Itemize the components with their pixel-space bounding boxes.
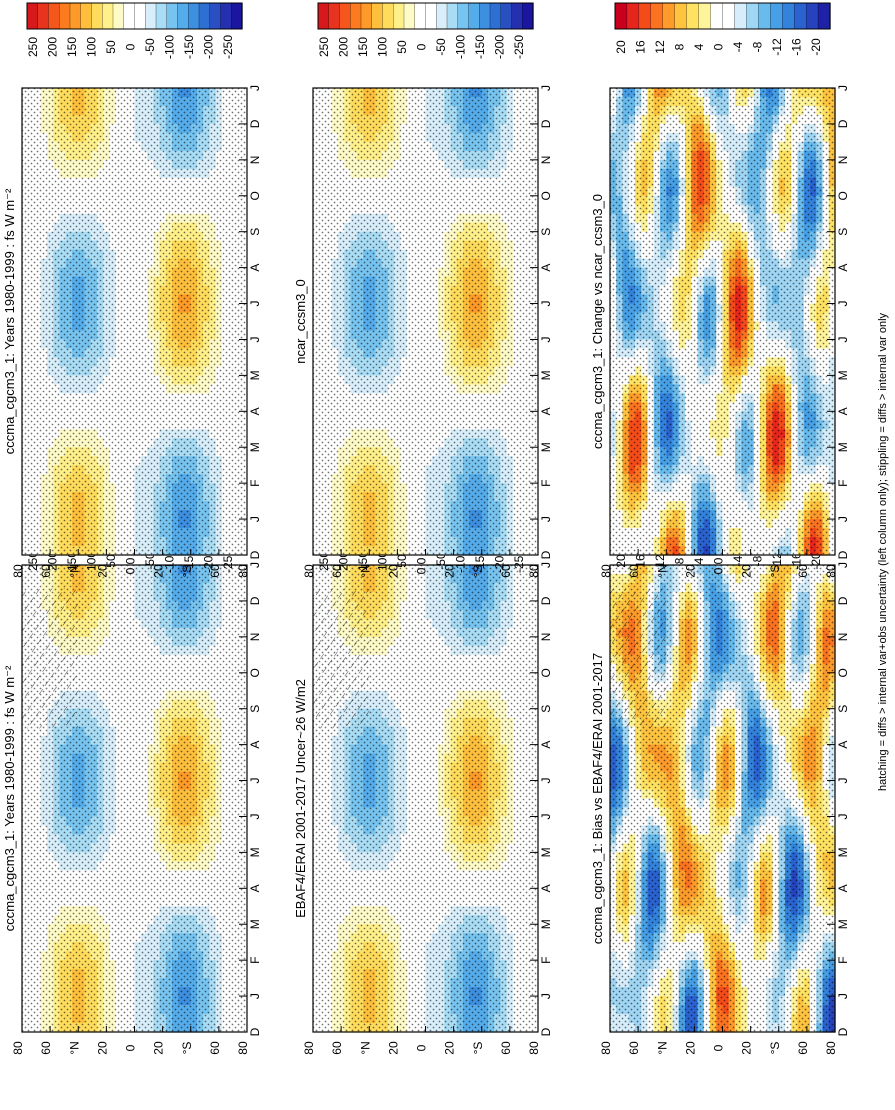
- month-tick-label: M: [248, 442, 262, 452]
- panel-title: cccma_cgcm3_1: Years 1980-1999 : fs W m⁻…: [2, 188, 17, 454]
- latitude-tick-label: 20: [152, 564, 166, 578]
- colorbar-swatch: [145, 2, 157, 30]
- latitude-tick-label: 0: [124, 567, 138, 574]
- colorbar-swatch: [188, 2, 200, 30]
- colorbar-swatch: [112, 2, 125, 30]
- colorbar-swatch: [59, 2, 71, 30]
- month-tick-label: J: [248, 993, 262, 999]
- colorbar-tick-label: 50: [104, 554, 118, 568]
- colorbar-tick-label: 150: [65, 551, 79, 571]
- month-tick-label: D: [248, 119, 262, 128]
- colorbar-tick-label: 0: [124, 557, 138, 564]
- latitude-tick-label: °S: [180, 1042, 194, 1055]
- latitude-tick-label: °N: [67, 564, 81, 577]
- colorbar-frame: [26, 2, 243, 30]
- colorbar-swatch: [102, 2, 114, 30]
- colorbar-swatch: [231, 2, 243, 30]
- colorbar-swatch: [166, 2, 179, 30]
- month-tick-label: N: [248, 156, 262, 165]
- colorbar-swatch: [198, 2, 211, 30]
- colorbar-tick-label: 100: [84, 37, 98, 57]
- colorbar-swatch: [177, 2, 189, 30]
- colorbar-swatch: [220, 2, 232, 30]
- month-tick-label: D: [248, 1027, 262, 1036]
- latitude-tick-label: 60: [39, 1041, 53, 1055]
- colorbar-swatch: [37, 2, 50, 30]
- latitude-tick-label: 80: [11, 564, 25, 578]
- month-tick-label: O: [248, 668, 262, 677]
- month-tick-label: M: [248, 919, 262, 929]
- latitude-tick-label: 20: [152, 1041, 166, 1055]
- colorbar-swatch: [155, 2, 168, 30]
- month-tick-label: S: [248, 228, 262, 236]
- colorbar-swatch: [26, 2, 39, 30]
- month-tick-label: N: [248, 633, 262, 642]
- month-tick-label: A: [248, 264, 262, 272]
- colorbar-tick-label: -200: [202, 35, 216, 59]
- colorbar-tick-label: 250: [26, 37, 40, 57]
- colorbar-swatch: [123, 2, 136, 30]
- month-tick-label: J: [248, 562, 262, 568]
- latitude-tick-label: 0: [124, 1044, 138, 1051]
- colorbar-swatch: [69, 2, 82, 30]
- latitude-tick-label: 20: [95, 564, 109, 578]
- latitude-tick-label: °N: [67, 1041, 81, 1054]
- colorbar-tick-label: 250: [26, 551, 40, 571]
- latitude-tick-label: 80: [11, 1041, 25, 1055]
- latitude-tick-label: 60: [39, 564, 53, 578]
- month-tick-label: D: [248, 596, 262, 605]
- colorbar-tick-label: 150: [65, 37, 79, 57]
- colorbar-tick-label: 0: [124, 43, 138, 50]
- colorbar-tick-label: -50: [143, 552, 157, 570]
- latitude-tick-label: 20: [95, 1041, 109, 1055]
- colorbar-tick-label: 200: [45, 551, 59, 571]
- colorbar-tick-label: 100: [84, 551, 98, 571]
- latitude-tick-label: 80: [236, 1041, 250, 1055]
- month-tick-label: S: [248, 705, 262, 713]
- month-tick-label: J: [248, 85, 262, 91]
- colorbar-tick-label: -50: [143, 38, 157, 56]
- panel-title: cccma_cgcm3_1: Years 1980-1999 : fs W m⁻…: [2, 665, 17, 931]
- colorbar-tick-label: -150: [182, 35, 196, 59]
- colorbar-tick-label: 200: [45, 37, 59, 57]
- latitude-tick-label: °S: [180, 565, 194, 578]
- month-tick-label: D: [248, 550, 262, 559]
- month-tick-label: J: [248, 516, 262, 522]
- colorbar-tick-label: -100: [163, 35, 177, 59]
- month-tick-label: O: [248, 191, 262, 200]
- colorbar-tick-label: 50: [104, 40, 118, 54]
- month-tick-label: A: [248, 884, 262, 892]
- colorbar-swatch: [48, 2, 60, 30]
- month-tick-label: M: [248, 847, 262, 857]
- month-tick-label: A: [248, 741, 262, 749]
- colorbar-swatch: [134, 2, 146, 30]
- month-tick-label: J: [248, 778, 262, 784]
- stippling-overlay: [22, 88, 247, 555]
- month-tick-label: J: [248, 813, 262, 819]
- month-tick-label: J: [248, 336, 262, 342]
- colorbar-swatch: [80, 2, 93, 30]
- colorbar-swatch: [209, 2, 222, 30]
- month-tick-label: J: [248, 301, 262, 307]
- month-tick-label: F: [248, 479, 262, 486]
- hatching-overlay: [22, 588, 79, 729]
- month-tick-label: A: [248, 407, 262, 415]
- month-tick-label: M: [248, 370, 262, 380]
- latitude-tick-label: 80: [236, 564, 250, 578]
- colorbar-swatch: [91, 2, 103, 30]
- colorbar-tick-label: -250: [221, 35, 235, 59]
- latitude-tick-label: 60: [208, 1041, 222, 1055]
- month-tick-label: F: [248, 956, 262, 963]
- latitude-tick-label: 60: [208, 564, 222, 578]
